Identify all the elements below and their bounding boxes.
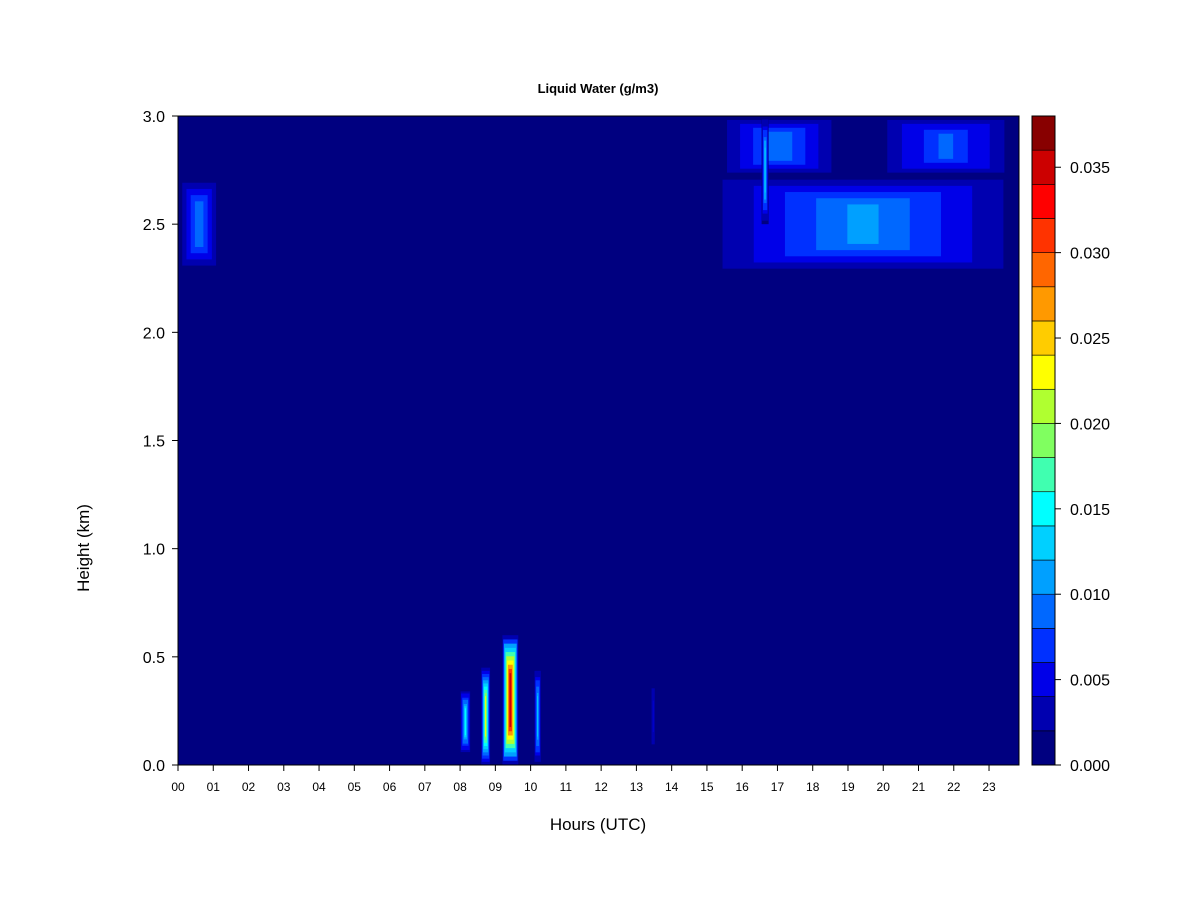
x-tick-label: 19 — [841, 780, 855, 794]
x-tick-label: 08 — [453, 780, 467, 794]
heatmap-feature — [481, 667, 491, 765]
y-axis-label: Height (km) — [74, 504, 93, 592]
x-tick-label: 18 — [806, 780, 820, 794]
heatmap-cell — [772, 133, 786, 159]
colorbar-tick-label: 0.025 — [1070, 331, 1110, 348]
heatmap-cell — [197, 204, 202, 244]
heatmap-cell — [764, 147, 766, 193]
colorbar-swatch — [1031, 184, 1056, 219]
x-tick-label: 15 — [700, 780, 714, 794]
colorbar-swatch — [1031, 662, 1056, 697]
x-tick-label: 01 — [207, 780, 221, 794]
heatmap-feature — [872, 116, 1019, 177]
colorbar: 0.000 0.005 0.010 0.015 0.020 0.025 0.030 0.035 — [1031, 115, 1110, 775]
colorbar-tick-label: 0.010 — [1070, 587, 1110, 604]
heatmap-feature — [650, 678, 656, 755]
heatmap-feature — [706, 176, 1019, 272]
heatmap-cell — [464, 708, 466, 736]
heatmap-feature — [761, 116, 769, 225]
y-tick-label: 2.5 — [143, 217, 165, 234]
heatmap-cell — [938, 133, 954, 159]
colorbar-tick-label: 0.005 — [1070, 673, 1110, 690]
x-tick-label: 11 — [560, 780, 573, 794]
colorbar-tick-label: 0.015 — [1070, 502, 1110, 519]
colorbar-swatch — [1031, 218, 1056, 253]
colorbar-swatch — [1031, 593, 1056, 629]
x-tick-label: 13 — [630, 780, 644, 794]
x-tick-label: 07 — [418, 780, 432, 794]
x-tick-label: 04 — [312, 780, 326, 794]
heatmap-cell — [485, 696, 487, 737]
colorbar-tick-label: 0.030 — [1070, 246, 1110, 263]
y-tick-label: 1.5 — [143, 434, 165, 451]
colorbar-tick-label: 0.020 — [1070, 416, 1110, 433]
heatmap-cell — [537, 696, 539, 737]
heatmap-cell — [509, 673, 512, 728]
heatmap-plot-area — [178, 116, 1019, 765]
colorbar-swatch — [1031, 115, 1056, 151]
x-tick-label: 16 — [736, 780, 750, 794]
y-axis: 0.0 0.5 1.0 1.5 2.0 2.5 3.0 — [143, 109, 178, 775]
colorbar-swatch — [1031, 457, 1056, 493]
colorbar-swatch — [1031, 559, 1056, 595]
heatmap-feature — [502, 635, 519, 765]
y-tick-label: 0.5 — [143, 650, 165, 667]
colorbar-swatch — [1031, 354, 1056, 390]
x-tick-label: 20 — [877, 780, 891, 794]
colorbar-swatch — [1031, 252, 1056, 288]
colorbar-swatch — [1031, 696, 1056, 732]
heatmap-feature — [713, 116, 845, 177]
colorbar-swatch — [1031, 320, 1056, 356]
heatmap-cell — [847, 204, 879, 244]
x-tick-label: 06 — [383, 780, 397, 794]
heatmap-feature — [534, 667, 542, 765]
colorbar-swatch — [1031, 286, 1056, 322]
y-tick-label: 3.0 — [143, 109, 165, 126]
y-tick-label: 0.0 — [143, 758, 165, 775]
y-tick-label: 2.0 — [143, 325, 165, 342]
colorbar-swatch — [1031, 628, 1056, 663]
x-tick-label: 22 — [947, 780, 961, 794]
colorbar-swatch — [1031, 491, 1056, 527]
colorbar-swatch — [1031, 388, 1056, 424]
x-tick-label: 23 — [982, 780, 996, 794]
x-tick-label: 14 — [665, 780, 679, 794]
x-tick-label: 10 — [524, 780, 538, 794]
colorbar-frame — [1031, 115, 1056, 766]
x-tick-label: 05 — [348, 780, 362, 794]
x-axis-label: Hours (UTC) — [550, 815, 646, 834]
colorbar-tick-label: 0.000 — [1070, 758, 1110, 775]
x-tick-label: 00 — [171, 780, 185, 794]
x-axis: 00 01 02 03 04 05 06 07 08 09 10 11 12 13 14 15 16 17 18 19… — [171, 765, 996, 794]
x-tick-label: 03 — [277, 780, 291, 794]
colorbar-swatch — [1031, 149, 1056, 185]
heatmap-cell — [652, 700, 654, 733]
colorbar-swatch — [1031, 730, 1056, 766]
x-tick-label: 12 — [594, 780, 608, 794]
x-tick-label: 21 — [912, 780, 926, 794]
chart-title: Liquid Water (g/m3) — [538, 81, 659, 96]
heatmap-feature — [178, 176, 221, 272]
x-tick-label: 02 — [242, 780, 256, 794]
y-tick-label: 1.0 — [143, 542, 165, 559]
x-tick-label: 17 — [771, 780, 785, 794]
colorbar-tick-label: 0.035 — [1070, 160, 1110, 177]
heatmap-feature — [460, 689, 471, 755]
colorbar-swatch — [1031, 525, 1056, 561]
x-tick-label: 09 — [489, 780, 503, 794]
colorbar-swatch — [1031, 423, 1056, 458]
